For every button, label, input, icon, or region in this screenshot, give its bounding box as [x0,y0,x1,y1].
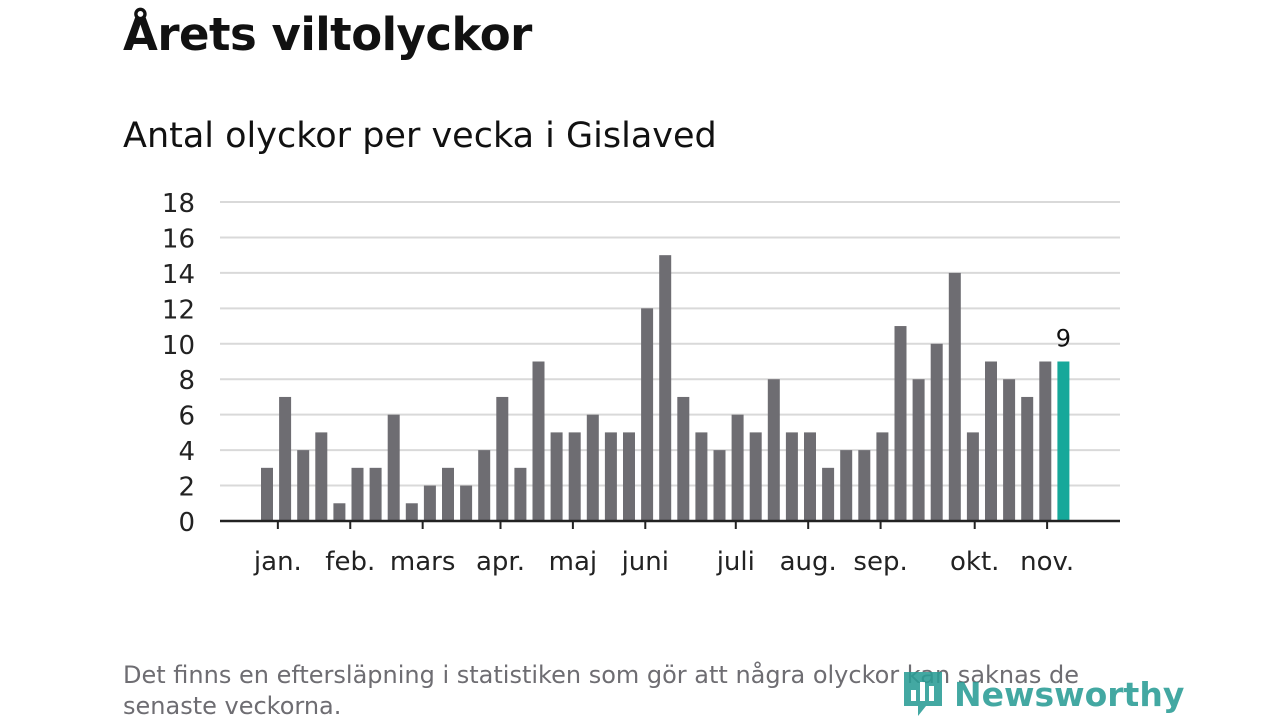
y-tick-label-8: 8 [178,366,195,396]
bar-highlighted [1057,361,1070,521]
newsworthy-logo: Newsworthy [900,668,1184,720]
bar [641,308,654,521]
bar [876,432,889,521]
bars [261,255,1070,521]
bar [351,467,364,521]
bar [423,485,436,521]
value-annotations: 9 [1056,325,1071,353]
y-tick-label-12: 12 [162,295,195,325]
bar [930,343,943,521]
bar [858,450,871,521]
bar [677,396,690,521]
bar [460,485,473,521]
bar [822,467,835,521]
bar [767,379,780,521]
bar [966,432,979,521]
x-tick-label-juni: juni [621,547,669,577]
bar [387,414,400,521]
bar [586,414,599,521]
x-tick-label-jan: jan. [253,547,302,577]
bar [1021,396,1034,521]
bar [948,272,961,521]
y-tick-label-18: 18 [162,189,195,219]
x-tick-label-feb: feb. [325,547,375,577]
y-tick-label-14: 14 [162,260,195,290]
x-axis [220,519,1120,529]
y-tick-label-2: 2 [178,473,195,503]
bar [713,450,726,521]
bar [550,432,563,521]
bar [279,396,292,521]
y-tick-label-4: 4 [178,437,195,467]
bar [514,467,527,521]
newsworthy-logo-icon [904,672,942,716]
bar [804,432,816,521]
bar [623,432,635,521]
bar [840,450,853,521]
bar [261,467,273,521]
bar [731,414,744,521]
y-tick-label-6: 6 [178,402,195,432]
bar [659,255,672,521]
bar [695,432,708,521]
bar [297,450,310,521]
bar [785,432,798,521]
x-tick-label-okt: okt. [950,547,999,577]
bar [912,379,925,521]
x-tick-label-apr: apr. [476,547,525,577]
chart-subtitle: Antal olyckor per vecka i Gislaved [123,116,717,156]
y-tick-label-10: 10 [162,331,195,361]
newsworthy-logo-text: Newsworthy [954,674,1185,714]
x-tick-label-mars: mars [390,547,456,577]
chart-title: Årets viltolyckor [123,8,532,61]
bar [568,432,581,521]
bar [532,361,545,521]
bar [604,432,617,521]
x-tick-label-aug: aug. [780,547,837,577]
x-axis-month-labels: jan. feb. mars apr. maj juni juli aug. sep. okt. n… [253,547,1074,577]
highlight-value-label: 9 [1056,325,1071,353]
bar [442,467,454,521]
x-tick-label-juli: juli [716,547,755,577]
bar [496,396,509,521]
bar [894,326,907,521]
bar [315,432,328,521]
bar [369,467,382,521]
x-tick-label-sep: sep. [853,547,907,577]
bar [985,361,997,521]
x-tick-label-maj: maj [549,547,597,577]
y-tick-label-0: 0 [178,508,195,538]
y-axis-tick-labels: 0 2 4 6 8 10 12 14 16 18 [162,189,195,538]
bar [749,432,762,521]
bar [1039,361,1052,521]
bar [333,503,346,521]
x-tick-label-nov: nov. [1020,547,1074,577]
bar [405,503,418,521]
bar [1003,379,1016,521]
y-tick-label-16: 16 [162,224,195,254]
bar [478,450,491,521]
